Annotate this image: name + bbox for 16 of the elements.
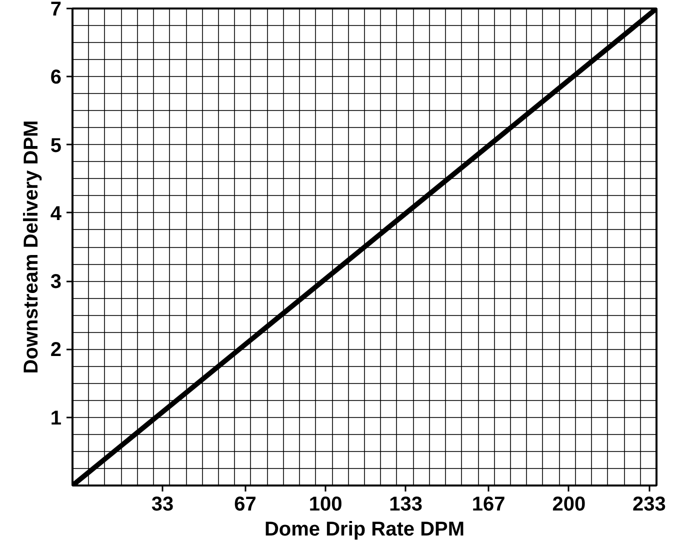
x-tick-label: 67 xyxy=(234,494,256,516)
x-tick-label: 233 xyxy=(632,494,666,516)
y-tick-label: 3 xyxy=(50,271,62,294)
y-axis-title: Downstream Delivery DPM xyxy=(20,120,42,374)
y-tick-label: 1 xyxy=(50,407,62,430)
x-axis-title: Dome Drip Rate DPM xyxy=(264,518,465,540)
x-tick-label: 167 xyxy=(472,494,506,516)
x-tick-label: 33 xyxy=(151,494,174,516)
x-tick-label: 100 xyxy=(308,494,342,516)
x-tick-label: 133 xyxy=(389,494,423,516)
y-tick-label: 7 xyxy=(50,0,62,20)
y-tick-label: 2 xyxy=(50,339,62,362)
x-tick-label: 200 xyxy=(552,494,586,516)
y-tick-label: 4 xyxy=(50,202,62,225)
y-tick-label: 6 xyxy=(50,66,62,89)
y-tick-label: 5 xyxy=(50,134,62,157)
